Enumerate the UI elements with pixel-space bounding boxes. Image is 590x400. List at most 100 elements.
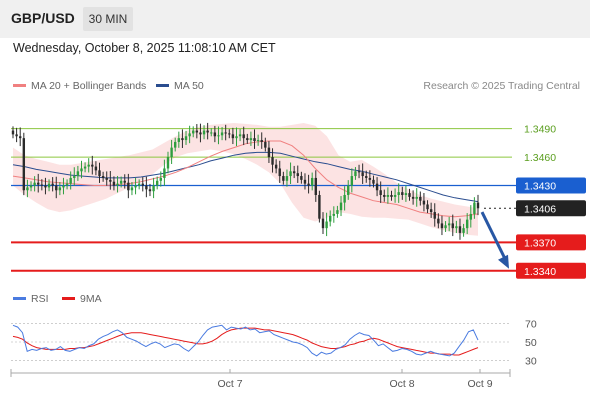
candle-body [26, 187, 29, 191]
credit-text: Research © 2025 Trading Central [423, 80, 580, 92]
candle-body [451, 223, 454, 229]
candle-body [148, 189, 152, 192]
legend-rsi: RSI [13, 293, 49, 305]
level-label-support-1: 1.3370 [524, 237, 556, 249]
candle-body [163, 168, 166, 178]
candle-body [166, 157, 170, 169]
level-tag-support-1 [516, 234, 586, 251]
candle-body [336, 210, 339, 214]
candle-body [62, 185, 65, 188]
candle-body [58, 187, 62, 191]
candle-body [15, 134, 18, 137]
candle-body [386, 195, 390, 197]
level-label-resistance-1: 1.3460 [524, 152, 556, 164]
candle-body [238, 134, 242, 137]
candle-body [296, 173, 299, 177]
candle-body [368, 177, 372, 180]
level-label-resistance-2: 1.3490 [524, 124, 556, 136]
candle-body [347, 185, 350, 195]
candle-body [310, 177, 314, 186]
legend-rsi-ma: 9MA [62, 293, 102, 305]
candle-body [174, 141, 177, 148]
candle-body [47, 183, 51, 188]
candle-body [329, 215, 332, 222]
chart-datetime: Wednesday, October 8, 2025 11:08:10 AM C… [13, 41, 276, 55]
candle-body [181, 138, 184, 141]
candle-body [137, 183, 141, 186]
chart-header: GBP/USD 30 MIN [0, 0, 590, 38]
candle-body [130, 187, 134, 191]
candle-body [249, 138, 253, 141]
candle-body [105, 177, 108, 180]
rsi-tick-30: 30 [525, 356, 537, 368]
candle-body [292, 171, 296, 174]
candle-body [184, 136, 188, 141]
candle-body [314, 177, 317, 195]
ma20-line [12, 140, 479, 218]
candle-body [408, 193, 411, 197]
candle-body [159, 177, 162, 181]
candle-body [476, 202, 480, 209]
ma20-swatch [13, 83, 26, 87]
candle-body [65, 183, 69, 186]
level-tag-current [516, 200, 586, 217]
candle-body [242, 134, 245, 139]
level-label-support-2: 1.3340 [524, 266, 556, 278]
candle-body [264, 141, 267, 148]
x-tick-label-2: Oct 9 [467, 378, 492, 390]
candle-body [307, 183, 310, 186]
candle-body [22, 138, 26, 191]
candle-body [393, 195, 397, 197]
candle-body [339, 202, 343, 211]
candle-body [318, 195, 321, 219]
candle-body [213, 132, 217, 137]
candle-body [343, 195, 346, 203]
candle-body [325, 221, 328, 229]
candle-body [271, 157, 274, 165]
candle-body [235, 136, 238, 139]
rsi-tick-50: 50 [525, 337, 537, 349]
candle-body [256, 140, 260, 142]
legend-ma50: MA 50 [156, 80, 204, 92]
candle-body [87, 164, 90, 167]
candle-body [447, 223, 451, 226]
candle-body [357, 171, 361, 173]
candle-body [98, 170, 101, 177]
candle-body [51, 183, 54, 186]
candle-body [220, 132, 224, 136]
candle-body [462, 228, 465, 233]
candle-body [44, 185, 47, 188]
candle-body [321, 218, 325, 229]
candle-body [303, 179, 307, 184]
timeframe-button[interactable]: 30 MIN [83, 7, 133, 31]
ma50-line [12, 151, 479, 203]
candle-body [473, 202, 476, 214]
candle-body [170, 147, 173, 158]
candle-body [433, 212, 436, 219]
level-label-current: 1.3406 [524, 203, 556, 215]
candle-body [192, 130, 195, 134]
candle-body [455, 226, 458, 229]
candle-body [109, 179, 112, 182]
candle-body [278, 168, 281, 177]
candle-body [217, 135, 220, 137]
candle-body [11, 130, 15, 135]
candle-body [145, 185, 148, 190]
candle-body [116, 183, 119, 186]
candle-body [119, 180, 123, 184]
candle-body [350, 176, 354, 186]
candle-body [404, 193, 408, 195]
candle-body [361, 172, 364, 177]
level-tag-support-2 [516, 262, 586, 279]
candle-body [440, 223, 444, 229]
candle-body [69, 177, 72, 184]
candle-body [469, 213, 472, 220]
forecast-arrow-shaft [480, 211, 508, 262]
candle-body [365, 176, 368, 178]
candle-body [429, 209, 433, 213]
candle-body [274, 164, 278, 169]
candle-body [465, 219, 469, 229]
candle-body [188, 133, 191, 137]
candle-body [415, 196, 418, 199]
